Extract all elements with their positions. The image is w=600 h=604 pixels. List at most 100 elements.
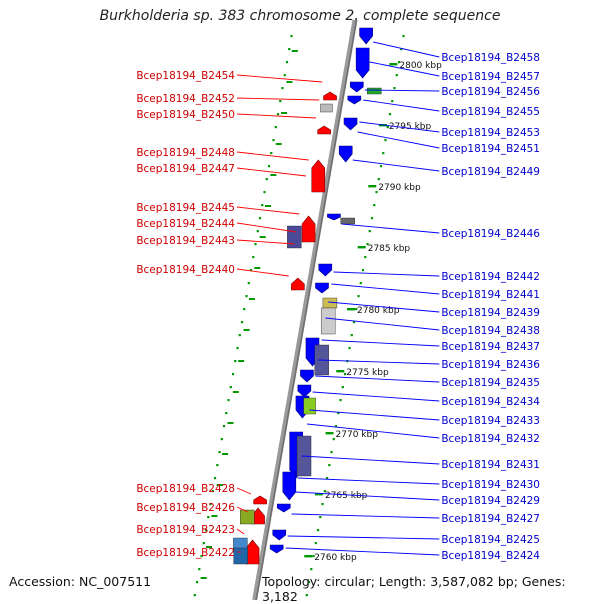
- tick-dot: [276, 113, 280, 116]
- minor-tick: [200, 577, 207, 579]
- tick-dot: [247, 282, 250, 285]
- tick-dot: [361, 269, 365, 272]
- left-gene-label: Bcep18194_B2426: [136, 502, 235, 514]
- tick-dot: [261, 204, 264, 207]
- right-leader: [309, 409, 440, 421]
- right-gene-label: Bcep18194_B2455: [441, 106, 540, 118]
- left-gene-label: Bcep18194_B2447: [136, 163, 235, 175]
- tick-dot: [364, 256, 367, 259]
- left-gene-label: Bcep18194_B2422: [136, 547, 235, 559]
- right-leader: [364, 89, 440, 92]
- tick-dot: [312, 555, 315, 558]
- minor-tick: [238, 360, 245, 362]
- scale-label: 2760 kbp: [314, 553, 357, 563]
- right-gene-label: Bcep18194_B2457: [441, 71, 540, 83]
- reverse-gene: [315, 282, 329, 294]
- tick-dot: [245, 295, 248, 298]
- left-gene-label: Bcep18194_B2450: [136, 109, 235, 121]
- right-gene-label: Bcep18194_B2446: [441, 228, 540, 240]
- minor-tick: [286, 81, 293, 83]
- right-leader: [363, 99, 440, 112]
- minor-tick: [216, 484, 223, 486]
- right-gene-label: Bcep18194_B2456: [441, 86, 540, 98]
- tick-dot: [213, 477, 217, 480]
- tick-dot: [229, 386, 232, 389]
- left-leader: [236, 222, 297, 233]
- left-gene-label: Bcep18194_B2452: [136, 93, 235, 105]
- feature-box: [320, 103, 333, 113]
- tick-dot: [209, 503, 212, 506]
- tick-dot: [330, 451, 333, 454]
- right-gene-label: Bcep18194_B2458: [441, 52, 540, 64]
- tick-dot: [216, 464, 219, 467]
- scale-tick: [336, 370, 345, 373]
- right-leader: [328, 301, 440, 313]
- scale-tick: [304, 555, 313, 558]
- left-gene-label: Bcep18194_B2428: [136, 483, 235, 495]
- left-leader: [236, 506, 249, 513]
- tick-dot: [370, 217, 374, 220]
- tick-dot: [283, 74, 286, 77]
- tick-dot: [368, 230, 371, 233]
- scale-label: 2800 kbp: [399, 61, 442, 71]
- scale-tick: [389, 63, 398, 66]
- tick-dot: [343, 373, 347, 376]
- accession-text: Accession: NC_007511: [9, 574, 152, 589]
- scale-label: 2765 kbp: [325, 491, 368, 501]
- tick-dot: [285, 61, 289, 64]
- minor-tick: [254, 267, 261, 269]
- tick-dot: [307, 581, 311, 584]
- left-gene-label: Bcep18194_B2444: [136, 218, 235, 230]
- right-leader: [333, 271, 440, 277]
- tick-dot: [270, 152, 273, 155]
- minor-tick: [291, 50, 298, 52]
- feature-box: [233, 547, 248, 565]
- minor-tick: [232, 391, 239, 393]
- right-leader: [312, 391, 440, 402]
- tick-dot: [379, 165, 383, 168]
- right-gene-label: Bcep18194_B2441: [441, 289, 540, 301]
- tick-dot: [263, 191, 266, 194]
- scale-label: 2770 kbp: [336, 430, 379, 440]
- tick-dot: [339, 399, 342, 402]
- right-gene-label: Bcep18194_B2430: [441, 479, 540, 491]
- right-gene-label: Bcep18194_B2438: [441, 325, 540, 337]
- tick-dot: [384, 139, 387, 142]
- backbone-group: [252, 19, 358, 600]
- tick-dot: [319, 516, 322, 519]
- tick-dot: [316, 529, 320, 532]
- backbone-line: [252, 19, 358, 600]
- left-leader: [236, 151, 309, 161]
- forward-gene: [317, 125, 331, 135]
- tick-dot: [397, 61, 401, 64]
- tick-dot: [382, 152, 385, 155]
- tick-dot: [236, 347, 239, 350]
- minor-tick: [248, 298, 255, 300]
- tick-dot: [211, 490, 214, 493]
- right-leader: [301, 455, 440, 465]
- left-gene-label: Bcep18194_B2448: [136, 147, 235, 159]
- reverse-gene: [338, 145, 353, 163]
- reverse-gene: [282, 471, 297, 501]
- right-gene-label: Bcep18194_B2437: [441, 341, 540, 353]
- feature-box: [303, 397, 316, 415]
- gene-labels: Bcep18194_B2454 Bcep18194_B2452 Bcep18194_…: [136, 52, 540, 562]
- forward-gene: [245, 539, 260, 565]
- tick-dot: [265, 178, 268, 181]
- feature-box: [320, 307, 336, 335]
- right-gene-label: Bcep18194_B2425: [441, 534, 540, 546]
- tick-dot: [272, 139, 275, 142]
- tick-dot-rows: [193, 35, 405, 597]
- right-leader: [307, 423, 440, 439]
- tick-dot: [334, 425, 338, 428]
- minor-tick: [243, 329, 250, 331]
- right-gene-label: Bcep18194_B2435: [441, 377, 540, 389]
- reverse-gene: [297, 384, 312, 398]
- right-leader: [321, 339, 440, 347]
- scale-tick: [368, 185, 377, 188]
- right-leader: [295, 491, 440, 501]
- left-leader: [236, 74, 323, 83]
- tick-dot: [373, 204, 376, 207]
- tick-dot: [332, 438, 335, 441]
